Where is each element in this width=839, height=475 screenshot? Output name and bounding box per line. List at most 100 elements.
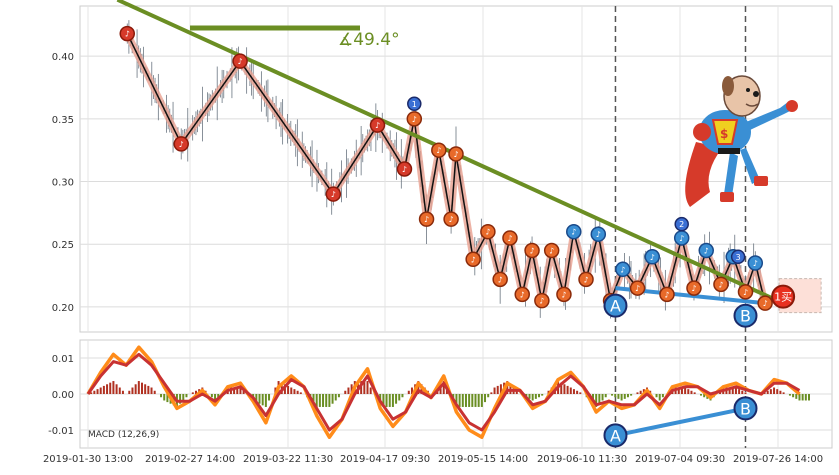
pivot-note-icon: ♪ <box>449 215 454 224</box>
pivot-note-icon: ♪ <box>402 165 407 174</box>
pivot-marker <box>480 223 496 240</box>
pivot-note-icon: ♪ <box>453 150 458 159</box>
pivot-marker <box>448 146 464 162</box>
pivot-note-icon: ♪ <box>743 288 748 297</box>
price-point-b <box>733 303 758 328</box>
pivot-marker <box>543 242 560 259</box>
pivot-marker <box>431 142 447 158</box>
pivot-note-icon: ♪ <box>520 290 525 299</box>
pivot-note-icon: ♪ <box>529 247 534 256</box>
macd-ytick-label: -0.01 <box>48 426 74 437</box>
pivot-note-icon: ♪ <box>679 234 684 243</box>
pivot-note-icon: ♪ <box>583 275 588 284</box>
xtick-label: 2019-07-04 09:30 <box>635 454 725 465</box>
xtick-label: 2019-04-17 09:30 <box>340 454 430 465</box>
pivot-marker <box>232 53 248 69</box>
pivot-note-icon: ♪ <box>620 265 625 274</box>
numbered-bubble <box>407 96 422 112</box>
pivot-marker <box>524 242 540 259</box>
pivot-marker <box>686 280 702 296</box>
pivot-marker <box>659 286 675 303</box>
pivot-marker <box>747 255 764 271</box>
macd-triangle-line <box>615 406 746 438</box>
pivot-marker <box>502 230 518 246</box>
macd-ytick-label: 0.00 <box>52 390 74 401</box>
pivot-marker <box>566 223 582 240</box>
superhero-dog-icon: $ <box>685 75 798 207</box>
pivot-marker <box>578 271 594 288</box>
numbered-bubble <box>730 249 746 265</box>
pivot-note-icon: ♪ <box>571 228 576 237</box>
macd-ytick-label: 0.01 <box>52 354 74 365</box>
pivot-note-icon: ♪ <box>549 247 554 256</box>
pivot-note-icon: ♪ <box>471 255 476 264</box>
pivot-note-icon: ♪ <box>485 228 490 237</box>
pivot-marker <box>556 286 572 303</box>
pivot-marker <box>325 186 342 202</box>
pivot-note-icon: ♪ <box>412 115 417 124</box>
pivot-note-icon: ♪ <box>375 121 380 130</box>
macd-legend: MACD (12,26,9) <box>88 430 159 440</box>
pivot-marker <box>514 286 530 303</box>
buy-marker <box>771 284 796 309</box>
trendline-angle-label: ∡49.4° <box>338 30 400 50</box>
pivot-note-icon: ♪ <box>718 280 723 289</box>
xtick-label: 2019-07-26 14:00 <box>733 454 823 465</box>
pivot-note-icon: ♪ <box>331 190 336 199</box>
pivot-marker <box>713 276 729 293</box>
pivot-note-icon: ♪ <box>704 247 709 256</box>
pivot-note-icon: ♪ <box>691 284 696 293</box>
price-ytick-label: 0.40 <box>52 52 74 63</box>
pivot-note-icon: ♪ <box>125 30 130 39</box>
macd-point-b <box>733 396 758 421</box>
macd-layer: AB <box>86 345 810 448</box>
price-point-a-label: A <box>610 297 621 316</box>
pivot-marker <box>534 292 550 309</box>
pivot-marker <box>406 111 423 127</box>
macd-point-a <box>603 423 628 448</box>
pivot-note-icon: ♪ <box>635 284 640 293</box>
buy-marker-label: 1买 <box>774 291 792 304</box>
pivot-marker <box>615 261 631 278</box>
pivot-note-icon: ♪ <box>238 57 243 66</box>
price-point-b-label: B <box>740 307 751 326</box>
pivot-note-icon: ♪ <box>763 299 768 308</box>
pivot-note-icon: ♪ <box>498 275 503 284</box>
pivot-note-icon: ♪ <box>539 297 544 306</box>
xtick-label: 2019-02-27 14:00 <box>145 454 235 465</box>
pivot-marker <box>629 280 646 296</box>
price-point-a <box>603 293 628 318</box>
macd-point-a-label: A <box>610 426 621 445</box>
pivot-marker <box>737 284 754 300</box>
pivot-note-icon: ♪ <box>596 230 601 239</box>
pivot-marker <box>644 249 661 265</box>
pivot-marker <box>396 161 413 177</box>
pivot-marker <box>698 242 714 259</box>
numbered-bubble-label: 2 <box>679 220 684 229</box>
price-ytick-label: 0.25 <box>52 240 74 251</box>
pivot-note-icon: ♪ <box>753 259 758 268</box>
price-ytick-label: 0.20 <box>52 303 74 314</box>
pivot-marker <box>443 211 459 227</box>
price-ytick-label: 0.30 <box>52 178 74 189</box>
pivot-note-icon: ♪ <box>561 290 566 299</box>
pivot-marker <box>119 25 136 42</box>
pivot-marker <box>590 226 607 242</box>
pivot-marker <box>369 117 386 133</box>
numbered-bubble <box>674 216 689 232</box>
macd-line-dea <box>86 352 801 432</box>
pivot-note-icon: ♪ <box>436 146 441 155</box>
pivot-marker <box>465 251 481 268</box>
pivot-marker <box>418 211 435 227</box>
xtick-label: 2019-03-22 11:30 <box>243 454 333 465</box>
xtick-label: 2019-06-10 11:30 <box>537 454 627 465</box>
pivot-note-icon: ♪ <box>507 234 512 243</box>
pivot-marker <box>492 271 508 288</box>
pivot-note-icon: ♪ <box>179 140 184 149</box>
pivot-marker <box>173 136 189 152</box>
xtick-label: 2019-01-30 13:00 <box>43 454 133 465</box>
pivot-marker <box>757 295 773 311</box>
pivot-note-icon: ♪ <box>424 215 429 224</box>
